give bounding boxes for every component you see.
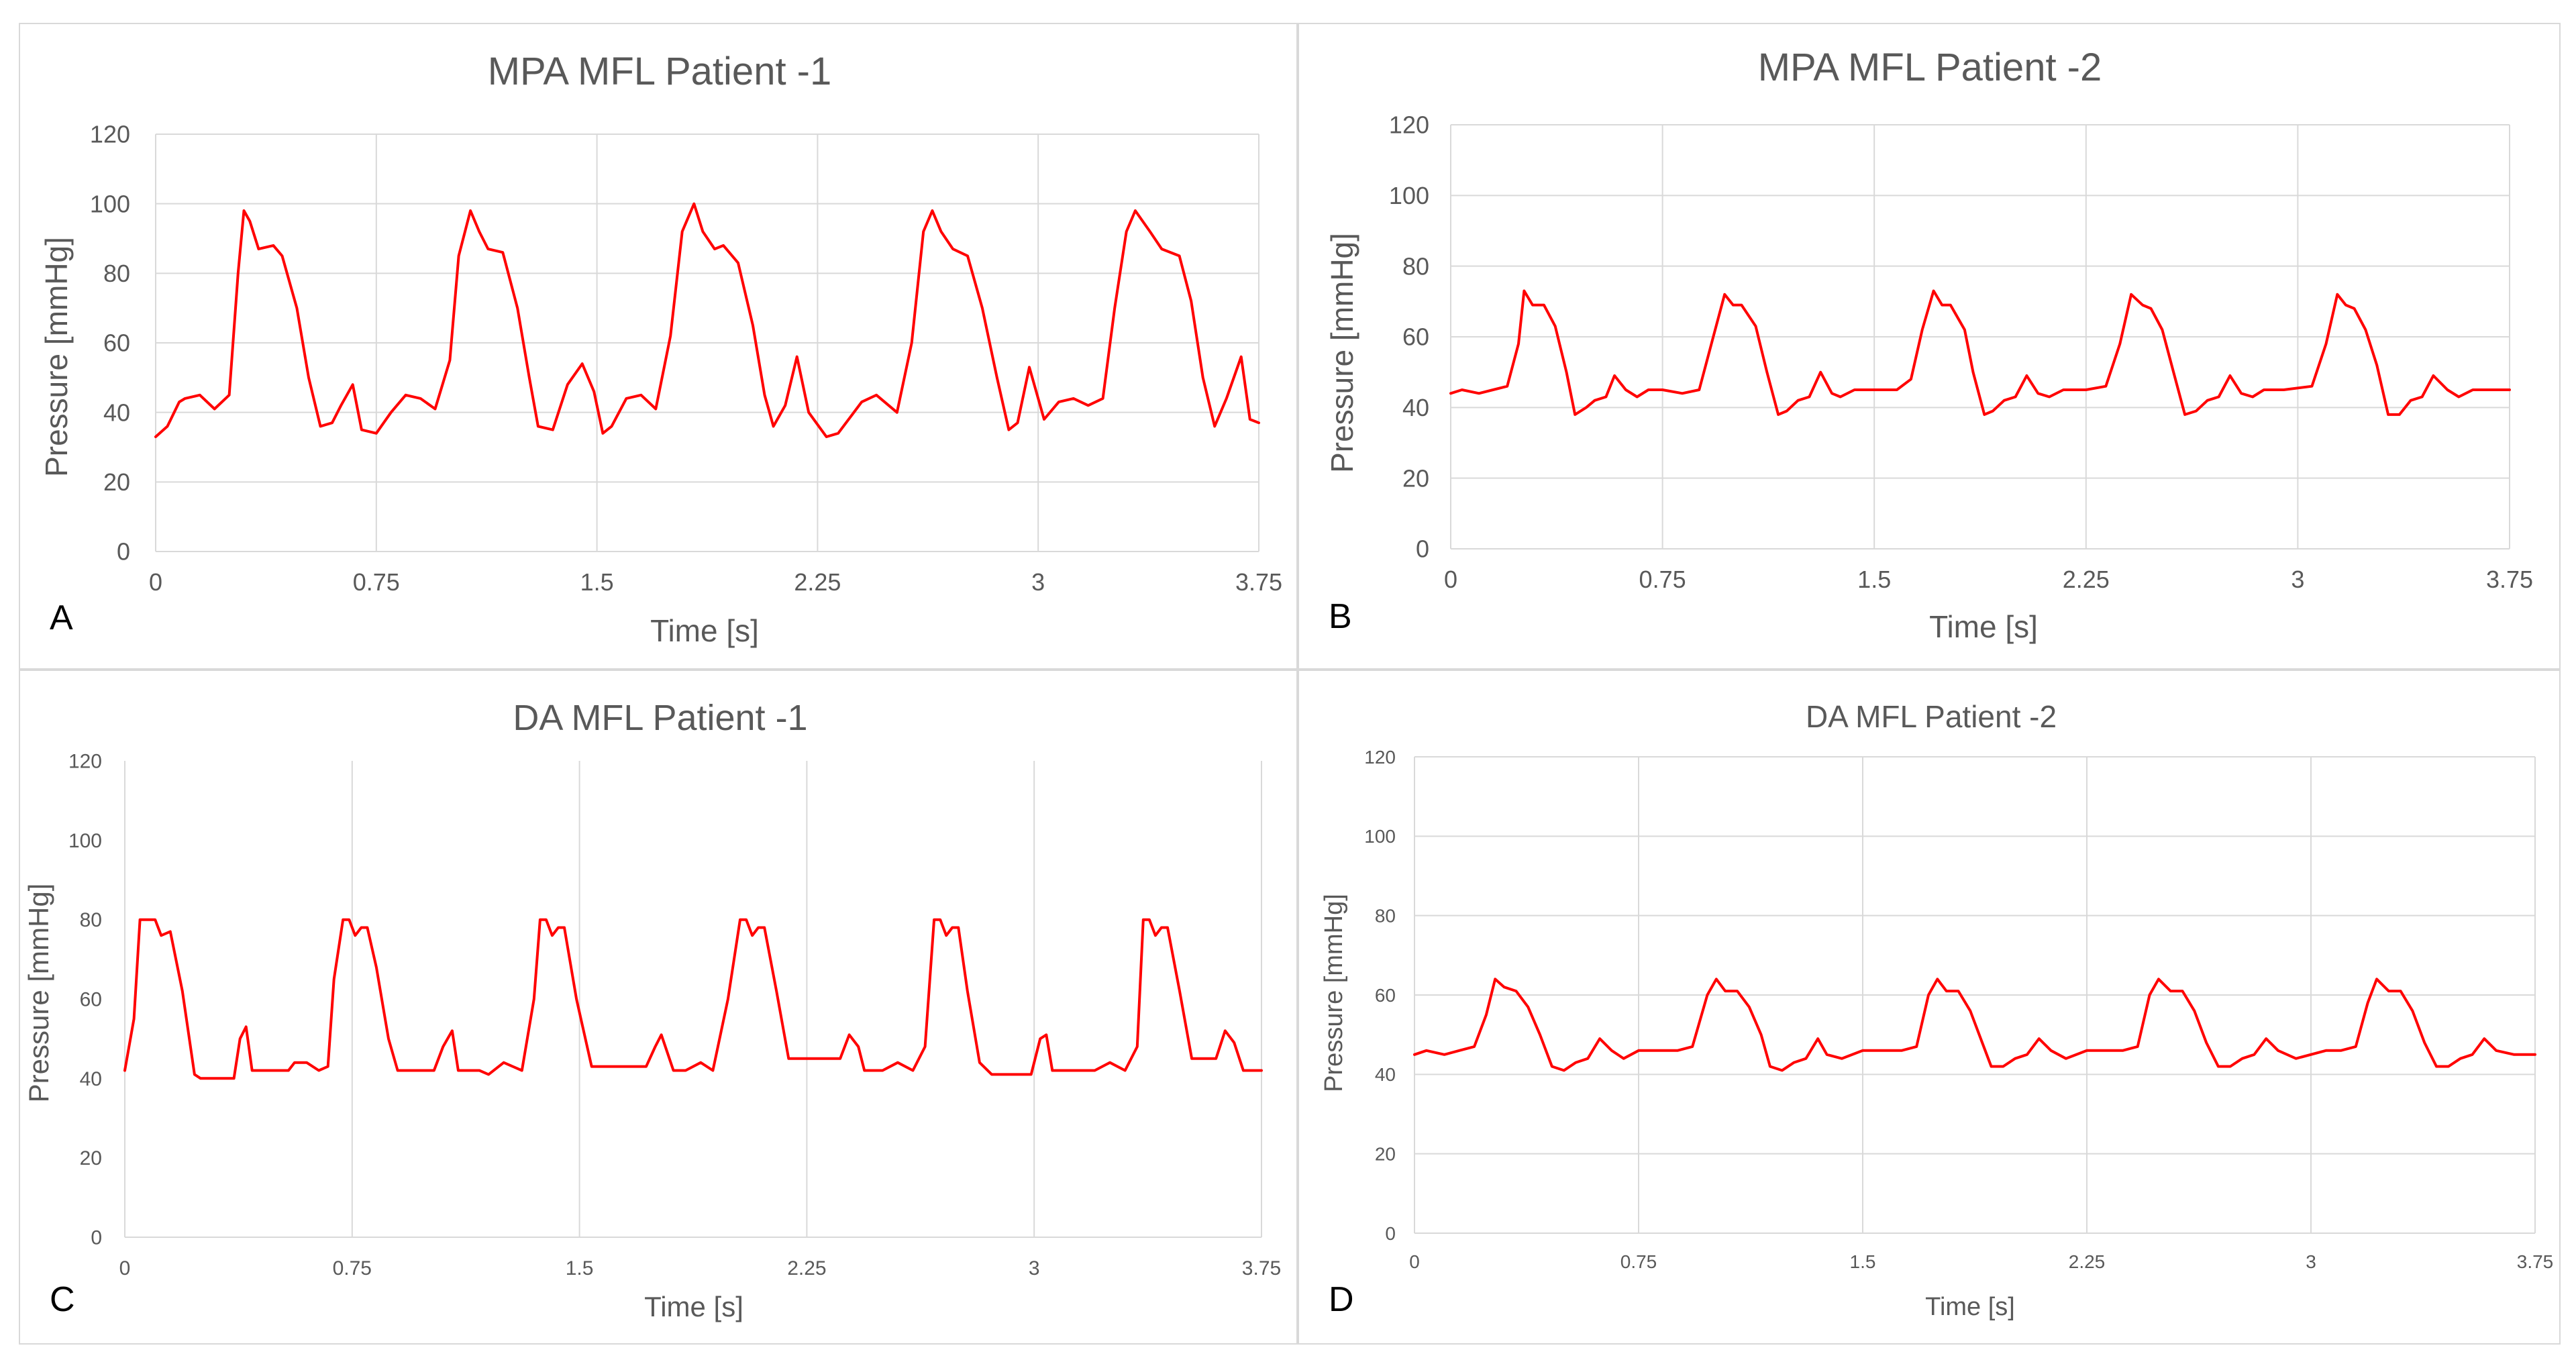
x-tick-label: 1.5	[566, 1257, 594, 1279]
y-tick-label: 0	[1416, 535, 1429, 563]
y-tick-label: 20	[1375, 1143, 1396, 1164]
y-tick-label: 60	[80, 989, 102, 1011]
y-tick-label: 80	[103, 260, 130, 287]
y-tick-label: 120	[1389, 111, 1429, 139]
y-tick-label: 100	[1364, 826, 1396, 847]
panel-letter: C	[50, 1280, 75, 1319]
y-tick-label: 60	[103, 329, 130, 357]
chart-panel-c: DA MFL Patient -1 0 20 40 60 80 100 120 0 0.75 1.…	[19, 670, 1298, 1345]
chart-title: MPA MFL Patient -2	[1758, 46, 2102, 89]
y-tick-label: 80	[1375, 905, 1396, 926]
chart-a-svg: MPA MFL Patient -1 0 20 40 60 80 100 120 0 0.75 1…	[39, 50, 1282, 648]
x-tick-label: 0	[149, 568, 162, 596]
y-axis-label: Pressure [mmHg]	[1320, 894, 1348, 1092]
x-tick-label: 0.75	[333, 1257, 372, 1279]
x-tick-label: 3	[1029, 1257, 1040, 1279]
y-tick-label: 40	[1402, 394, 1429, 421]
chart-panel-b: MPA MFL Patient -2 0 20 40 60 80 100 120 0 0.75 1…	[1298, 23, 2561, 670]
x-tick-label: 0	[1444, 566, 1457, 593]
y-tick-label: 100	[90, 190, 130, 217]
x-axis-label: Time [s]	[1925, 1293, 2015, 1321]
pressure-line	[123, 918, 1263, 1080]
y-tick-label: 20	[80, 1147, 102, 1169]
y-tick-label: 20	[103, 468, 130, 496]
y-tick-label: 120	[90, 121, 130, 148]
x-axis-label: Time [s]	[1929, 609, 2038, 644]
chart-b-svg: MPA MFL Patient -2 0 20 40 60 80 100 120 0 0.75 1…	[1325, 46, 2533, 644]
y-tick-label: 60	[1402, 323, 1429, 351]
chart-title: DA MFL Patient -2	[1806, 699, 2057, 734]
x-tick-label: 2.25	[2069, 1251, 2106, 1272]
x-tick-label: 0.75	[1639, 566, 1686, 593]
x-tick-label: 3.75	[2517, 1251, 2554, 1272]
y-tick-label: 40	[1375, 1064, 1396, 1085]
y-axis-label: Pressure [mmHg]	[1325, 233, 1359, 473]
x-tick-label: 3	[2306, 1251, 2316, 1272]
y-tick-label: 80	[1402, 252, 1429, 280]
y-axis-label: Pressure [mmHg]	[23, 884, 54, 1103]
pressure-line	[154, 202, 1260, 438]
x-tick-label: 0.75	[1620, 1251, 1657, 1272]
chart-title: MPA MFL Patient -1	[488, 50, 832, 93]
chart-panel-a: MPA MFL Patient -1 0 20 40 60 80 100 120 0 0.75 1…	[19, 23, 1298, 670]
x-tick-label: 1.5	[1857, 566, 1891, 593]
x-tick-label: 3	[2291, 566, 2304, 593]
x-tick-label: 0	[1409, 1251, 1420, 1272]
x-tick-label: 0	[119, 1257, 131, 1279]
y-tick-label: 120	[68, 751, 102, 773]
panel-letter: B	[1329, 597, 1352, 636]
y-tick-label: 60	[1375, 985, 1396, 1006]
panel-letter: A	[50, 598, 73, 637]
x-tick-label: 0.75	[353, 568, 400, 596]
x-tick-label: 3.75	[2486, 566, 2533, 593]
y-tick-label: 20	[1402, 464, 1429, 492]
panel-letter: D	[1329, 1280, 1354, 1319]
pressure-line	[1449, 289, 2511, 416]
x-tick-label: 1.5	[580, 568, 614, 596]
pressure-line	[1413, 978, 2536, 1072]
y-tick-label: 0	[117, 538, 130, 566]
y-axis-label: Pressure [mmHg]	[39, 237, 74, 477]
x-tick-label: 3.75	[1235, 568, 1282, 596]
y-tick-label: 80	[80, 909, 102, 931]
x-tick-label: 2.25	[787, 1257, 826, 1279]
y-tick-label: 40	[103, 399, 130, 426]
y-tick-label: 40	[80, 1068, 102, 1090]
chart-c-svg: DA MFL Patient -1 0 20 40 60 80 100 120 0 0.75 1.…	[23, 698, 1281, 1322]
y-tick-label: 100	[68, 830, 102, 852]
x-tick-label: 1.5	[1850, 1251, 1876, 1272]
chart-title: DA MFL Patient -1	[513, 698, 807, 738]
x-tick-label: 3	[1031, 568, 1045, 596]
x-axis-label: Time [s]	[650, 613, 759, 648]
x-axis-label: Time [s]	[644, 1291, 743, 1322]
y-tick-label: 100	[1389, 182, 1429, 209]
x-tick-label: 2.25	[2063, 566, 2110, 593]
y-tick-label: 0	[91, 1227, 102, 1249]
chart-d-svg: DA MFL Patient -2 0 20 40 60 80 100 120 0 0.75 1.…	[1320, 699, 2554, 1321]
y-tick-label: 0	[1385, 1223, 1396, 1244]
x-tick-label: 2.25	[794, 568, 841, 596]
x-tick-label: 3.75	[1242, 1257, 1281, 1279]
chart-panel-d: DA MFL Patient -2 0 20 40 60 80 100 120 0 0.75 1.…	[1298, 670, 2561, 1345]
y-tick-label: 120	[1364, 747, 1396, 768]
